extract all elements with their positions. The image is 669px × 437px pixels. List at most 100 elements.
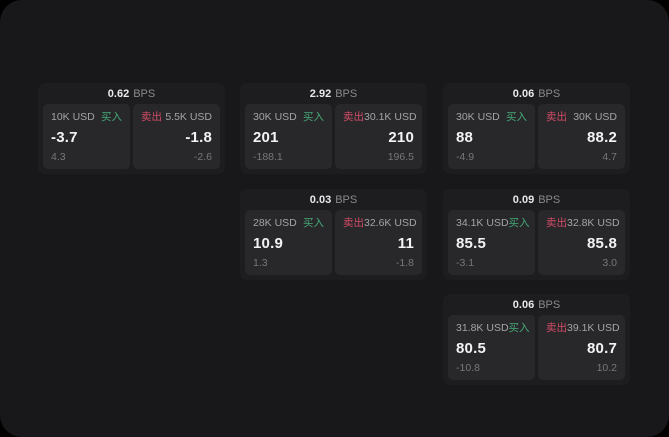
bps-header: 0.62 BPS — [43, 83, 220, 104]
buy-panel-top: 30K USD 买入 — [253, 111, 324, 123]
buy-delta: -10.8 — [456, 362, 480, 374]
bps-header: 0.06 BPS — [448, 294, 625, 315]
quote-card: 0.06 BPS 31.8K USD 买入 80.5 -10.8 卖出 39.1… — [443, 294, 630, 385]
quote-card: 0.06 BPS 30K USD 买入 88 -4.9 卖出 30K USD — [443, 83, 630, 174]
quote-card: 0.62 BPS 10K USD 买入 -3.7 4.3 卖出 5.5K USD — [38, 83, 225, 174]
buy-side-label: 买入 — [303, 111, 324, 123]
buy-quote-panel[interactable]: 10K USD 买入 -3.7 4.3 — [43, 104, 130, 169]
buy-delta: -188.1 — [253, 151, 283, 163]
sell-price: 210 — [388, 128, 414, 146]
buy-price: -3.7 — [51, 128, 78, 146]
buy-quote-panel[interactable]: 28K USD 买入 10.9 1.3 — [245, 210, 332, 275]
quote-panels: 28K USD 买入 10.9 1.3 卖出 32.6K USD 11 -1.8 — [245, 210, 422, 275]
bps-header: 0.06 BPS — [448, 83, 625, 104]
bps-unit-label: BPS — [133, 87, 156, 100]
buy-quote-panel[interactable]: 31.8K USD 买入 80.5 -10.8 — [448, 315, 535, 380]
bps-value: 0.06 — [512, 87, 535, 100]
buy-amount: 34.1K USD — [456, 217, 509, 229]
sell-side-label: 卖出 — [343, 111, 364, 123]
buy-panel-top: 10K USD 买入 — [51, 111, 122, 123]
quote-panels: 34.1K USD 买入 85.5 -3.1 卖出 32.8K USD 85.8… — [448, 210, 625, 275]
sell-amount: 5.5K USD — [165, 111, 212, 123]
buy-amount: 30K USD — [456, 111, 500, 123]
sell-delta: 3.0 — [602, 257, 617, 269]
sell-amount: 30.1K USD — [364, 111, 417, 123]
quote-panels: 30K USD 买入 201 -188.1 卖出 30.1K USD 210 1… — [245, 104, 422, 169]
sell-price: -1.8 — [185, 128, 212, 146]
bps-value: 0.62 — [107, 87, 130, 100]
sell-side-label: 卖出 — [546, 322, 567, 334]
buy-delta: 1.3 — [253, 257, 268, 269]
sell-panel-top: 卖出 32.6K USD — [343, 217, 417, 229]
buy-amount: 31.8K USD — [456, 322, 509, 334]
sell-side-label: 卖出 — [343, 217, 364, 229]
bps-unit-label: BPS — [335, 193, 358, 206]
sell-side-label: 卖出 — [141, 111, 162, 123]
sell-price: 85.8 — [587, 234, 617, 252]
quote-card: 0.03 BPS 28K USD 买入 10.9 1.3 卖出 32.6K US… — [240, 189, 427, 280]
buy-quote-panel[interactable]: 30K USD 买入 201 -188.1 — [245, 104, 332, 169]
bps-value: 2.92 — [309, 87, 332, 100]
buy-side-label: 买入 — [508, 217, 530, 229]
buy-amount: 28K USD — [253, 217, 297, 229]
buy-panel-top: 30K USD 买入 — [456, 111, 527, 123]
buy-delta: -4.9 — [456, 151, 475, 163]
bps-value: 0.09 — [512, 193, 535, 206]
sell-side-label: 卖出 — [546, 217, 567, 229]
buy-delta: 4.3 — [51, 151, 66, 163]
buy-delta: -3.1 — [456, 257, 475, 269]
sell-quote-panel[interactable]: 卖出 5.5K USD -1.8 -2.6 — [133, 104, 220, 169]
sell-panel-top: 卖出 32.8K USD — [546, 217, 620, 229]
buy-price: 85.5 — [456, 234, 486, 252]
buy-quote-panel[interactable]: 34.1K USD 买入 85.5 -3.1 — [448, 210, 535, 275]
sell-quote-panel[interactable]: 卖出 32.6K USD 11 -1.8 — [335, 210, 422, 275]
buy-panel-top: 28K USD 买入 — [253, 217, 324, 229]
sell-delta: 196.5 — [387, 151, 414, 163]
buy-side-label: 买入 — [303, 217, 324, 229]
sell-panel-top: 卖出 39.1K USD — [546, 322, 620, 334]
sell-amount: 30K USD — [573, 111, 617, 123]
buy-amount: 30K USD — [253, 111, 297, 123]
quote-card: 2.92 BPS 30K USD 买入 201 -188.1 卖出 30.1K … — [240, 83, 427, 174]
sell-price: 11 — [397, 234, 414, 252]
bps-unit-label: BPS — [538, 298, 561, 311]
sell-quote-panel[interactable]: 卖出 32.8K USD 85.8 3.0 — [538, 210, 625, 275]
quote-panels: 10K USD 买入 -3.7 4.3 卖出 5.5K USD -1.8 -2.… — [43, 104, 220, 169]
buy-side-label: 买入 — [508, 322, 530, 334]
buy-price: 201 — [253, 128, 279, 146]
sell-price: 80.7 — [587, 339, 617, 357]
sell-delta: 4.7 — [602, 151, 617, 163]
sell-quote-panel[interactable]: 卖出 30K USD 88.2 4.7 — [538, 104, 625, 169]
buy-price: 88 — [456, 128, 474, 146]
quote-panels: 30K USD 买入 88 -4.9 卖出 30K USD 88.2 4.7 — [448, 104, 625, 169]
sell-quote-panel[interactable]: 卖出 39.1K USD 80.7 10.2 — [538, 315, 625, 380]
bps-value: 0.03 — [309, 193, 332, 206]
buy-price: 80.5 — [456, 339, 486, 357]
sell-price: 88.2 — [587, 128, 617, 146]
sell-quote-panel[interactable]: 卖出 30.1K USD 210 196.5 — [335, 104, 422, 169]
sell-delta: -2.6 — [193, 151, 212, 163]
quote-panels: 31.8K USD 买入 80.5 -10.8 卖出 39.1K USD 80.… — [448, 315, 625, 380]
bps-header: 0.09 BPS — [448, 189, 625, 210]
buy-panel-top: 31.8K USD 买入 — [456, 322, 530, 334]
bps-header: 0.03 BPS — [245, 189, 422, 210]
bps-unit-label: BPS — [538, 193, 561, 206]
sell-amount: 32.6K USD — [364, 217, 417, 229]
buy-price: 10.9 — [253, 234, 283, 252]
bps-header: 2.92 BPS — [245, 83, 422, 104]
buy-panel-top: 34.1K USD 买入 — [456, 217, 530, 229]
buy-side-label: 买入 — [101, 111, 122, 123]
bps-unit-label: BPS — [335, 87, 358, 100]
quote-card: 0.09 BPS 34.1K USD 买入 85.5 -3.1 卖出 32.8K… — [443, 189, 630, 280]
sell-panel-top: 卖出 30.1K USD — [343, 111, 417, 123]
sell-panel-top: 卖出 30K USD — [546, 111, 617, 123]
sell-delta: 10.2 — [596, 362, 617, 374]
buy-amount: 10K USD — [51, 111, 95, 123]
sell-side-label: 卖出 — [546, 111, 567, 123]
sell-delta: -1.8 — [395, 257, 414, 269]
sell-amount: 32.8K USD — [567, 217, 620, 229]
buy-quote-panel[interactable]: 30K USD 买入 88 -4.9 — [448, 104, 535, 169]
bps-value: 0.06 — [512, 298, 535, 311]
